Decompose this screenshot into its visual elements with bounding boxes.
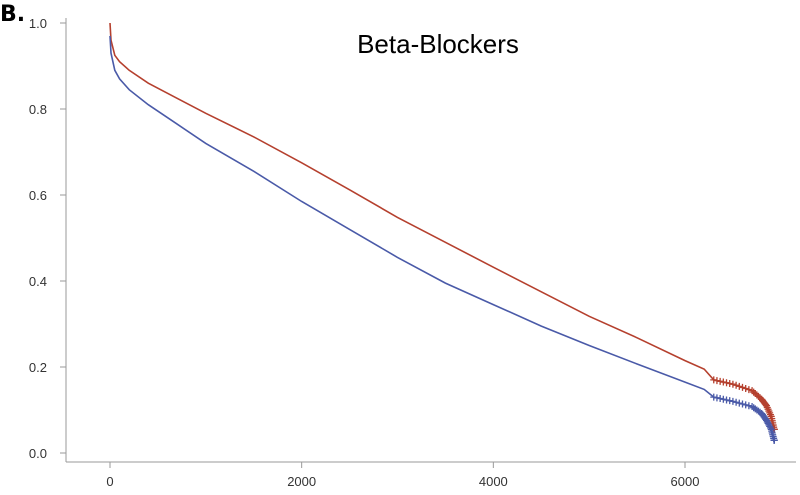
series-line-1 bbox=[109, 22, 775, 430]
series-group bbox=[109, 22, 778, 444]
y-tick-label: 1.0 bbox=[29, 16, 47, 31]
censor-mark bbox=[716, 377, 724, 385]
x-tick-label: 0 bbox=[106, 474, 113, 489]
censor-mark bbox=[713, 377, 721, 385]
censor-mark bbox=[719, 395, 727, 403]
censor-mark bbox=[723, 379, 731, 387]
censor-mark bbox=[729, 397, 737, 405]
censor-mark bbox=[763, 418, 771, 426]
censor-mark bbox=[745, 402, 753, 410]
censor-mark bbox=[719, 378, 727, 386]
censor-mark bbox=[739, 383, 746, 391]
censor-mark bbox=[770, 436, 778, 444]
censor-mark bbox=[735, 382, 743, 390]
x-tick-label: 6000 bbox=[671, 474, 700, 489]
censor-mark bbox=[726, 397, 734, 405]
censor-mark bbox=[723, 396, 731, 404]
censor-mark bbox=[729, 380, 737, 388]
censor-mark bbox=[713, 394, 721, 402]
x-tick-label: 2000 bbox=[287, 474, 316, 489]
censor-mark bbox=[716, 395, 724, 403]
censor-mark bbox=[764, 419, 772, 427]
censor-mark bbox=[742, 385, 750, 392]
chart-title: Beta-Blockers bbox=[357, 29, 519, 59]
y-tick-label: 0.2 bbox=[29, 360, 47, 375]
censor-mark bbox=[710, 393, 718, 401]
censor-mark bbox=[739, 400, 746, 408]
axes: 0.0 0.2 0.4 0.6 0.8 1.0 0 2000 4000 6000 bbox=[29, 16, 796, 489]
censor-mark bbox=[766, 424, 774, 432]
censor-mark bbox=[742, 401, 750, 409]
censor-mark bbox=[765, 421, 773, 429]
y-tick-label: 0.4 bbox=[29, 274, 47, 289]
censor-mark bbox=[710, 376, 718, 384]
y-tick-label: 0.8 bbox=[29, 102, 47, 117]
y-tick-label: 0.6 bbox=[29, 188, 47, 203]
x-tick-label: 4000 bbox=[479, 474, 508, 489]
censor-mark bbox=[732, 381, 740, 389]
panel-label: B. bbox=[0, 2, 26, 27]
censor-mark bbox=[735, 399, 743, 407]
series-line-2 bbox=[109, 35, 775, 441]
censor-mark bbox=[726, 379, 734, 387]
censor-mark bbox=[766, 422, 774, 430]
censor-mark bbox=[745, 386, 753, 394]
censor-mark bbox=[732, 398, 740, 406]
censor-mark bbox=[762, 416, 770, 424]
y-tick-label: 0.0 bbox=[29, 446, 47, 461]
